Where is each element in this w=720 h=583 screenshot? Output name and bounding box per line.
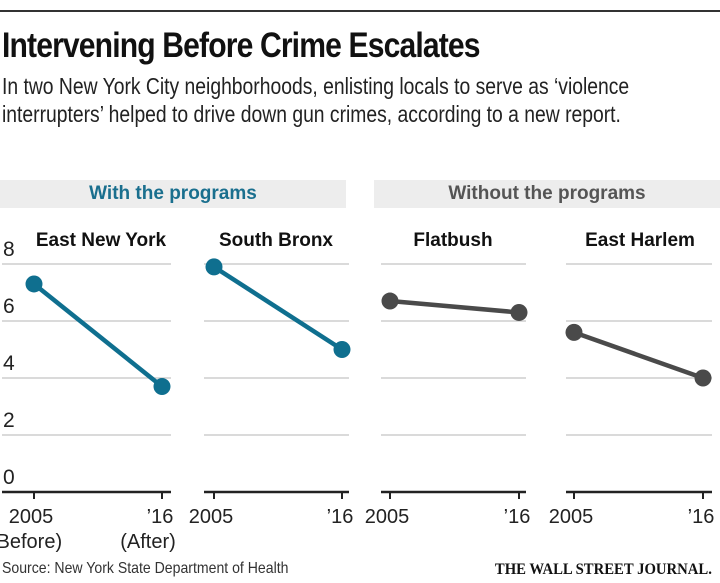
- series-line: [573, 330, 704, 381]
- y-tick-label: 0: [3, 466, 15, 489]
- y-tick-label: 8: [3, 238, 15, 261]
- series-line: [212, 264, 344, 352]
- series-line: [389, 298, 520, 315]
- data-point-2016: [694, 369, 712, 387]
- chart-title: Intervening Before Crime Escalates: [2, 26, 481, 65]
- x-sublabel: (Before): [0, 531, 62, 553]
- data-point-2016: [510, 303, 528, 321]
- x-tick-label: ’16: [688, 506, 715, 528]
- x-tick-label: ’16: [327, 506, 354, 528]
- panel-title: East Harlem: [585, 230, 695, 251]
- x-tick-label: ’16: [504, 506, 531, 528]
- panel-title: South Bronx: [219, 230, 333, 251]
- x-tick-label: ’16: [147, 506, 174, 528]
- data-point-2005: [565, 323, 583, 341]
- source-note: Source: New York State Department of Hea…: [2, 560, 289, 577]
- group-label-with-programs: With the programs: [0, 180, 346, 208]
- panel-title: East New York: [36, 230, 167, 251]
- y-tick-label: 4: [3, 352, 15, 375]
- series-line: [32, 282, 164, 389]
- x-tick-label: 2005: [189, 506, 234, 528]
- data-point-2016: [153, 378, 171, 396]
- data-point-2016: [333, 341, 351, 358]
- y-tick-label: 6: [3, 295, 15, 318]
- y-tick-label: 2: [3, 409, 15, 432]
- data-point-2005: [25, 275, 43, 293]
- x-sublabel: (After): [120, 531, 176, 553]
- data-point-2005: [381, 292, 399, 310]
- panel-title: Flatbush: [413, 230, 492, 251]
- chart-subtitle: In two New York City neighborhoods, enli…: [2, 73, 630, 127]
- x-tick-label: 2005: [549, 506, 594, 528]
- top-rule: [0, 10, 720, 12]
- data-point-2005: [205, 258, 223, 276]
- x-tick-label: 2005: [9, 506, 54, 528]
- x-tick-label: 2005: [365, 506, 410, 528]
- group-label-without-programs: Without the programs: [374, 180, 720, 208]
- publisher-logo: THE WALL STREET JOURNAL.: [494, 561, 712, 578]
